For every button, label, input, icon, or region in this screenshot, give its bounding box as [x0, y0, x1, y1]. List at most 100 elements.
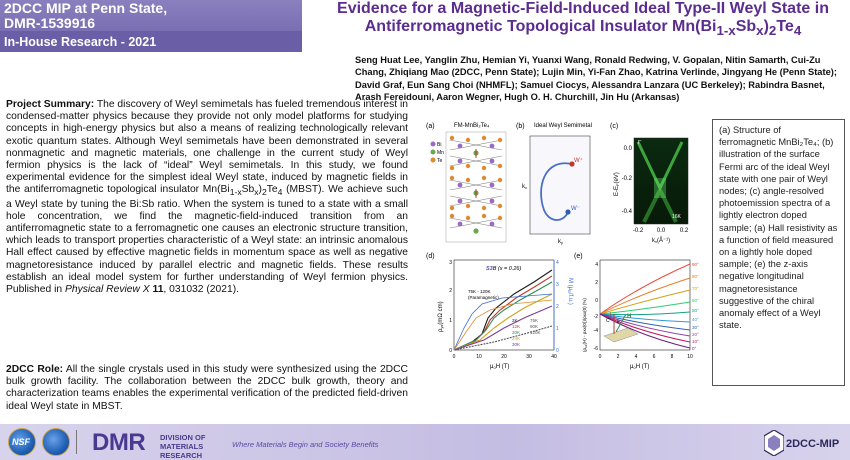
gamma-label: Γ̄	[638, 140, 642, 146]
svg-text:40: 40	[551, 354, 557, 360]
mip-logo-icon	[764, 430, 784, 456]
panel-e: (e) 90° 80° 70° 60° 50° 40° 30° 20° 10° …	[574, 253, 699, 370]
mip-label: 2DCC-MIP	[786, 438, 840, 450]
svg-text:4: 4	[635, 354, 638, 360]
author-list: Seng Huat Lee, Yanglin Zhu, Hemian Yi, Y…	[355, 55, 837, 103]
panel-d-axes	[453, 259, 555, 351]
paramagnetic-range: 75K - 120K	[468, 289, 491, 294]
arpes-y-tick: -0.2	[622, 176, 633, 182]
svg-text:120K: 120K	[530, 330, 541, 335]
panel-e-angle-labels: 90° 80° 70° 60° 50° 40° 30° 20° 10° 0°	[692, 262, 699, 351]
panel-c: (c) Γ̄ 16K 0.0 -0.2 -0.4 -0.2 0.0 0.2 kx…	[610, 123, 689, 244]
role-heading: 2DCC Role:	[6, 364, 64, 375]
svg-text:8: 8	[671, 354, 674, 360]
panel-d-y-left-label: ρyx(mΩ cm)	[438, 301, 444, 332]
footer-tagline: Where Materials Begin and Society Benefi…	[232, 440, 379, 449]
arpes-y-tick: 0.0	[624, 146, 633, 152]
arpes-x-label: kx(Å⁻¹)	[652, 237, 670, 244]
dmr-logo-text: DMR	[92, 429, 146, 456]
svg-text:10: 10	[687, 354, 693, 360]
svg-text:30K: 30K	[512, 342, 520, 347]
axis-c-label: C	[606, 318, 610, 324]
svg-text:1: 1	[556, 326, 559, 332]
svg-text:2K: 2K	[512, 318, 518, 323]
header-title-line2: DMR-1539916	[4, 15, 96, 31]
arpes-spectrum	[633, 137, 689, 225]
header-banner: 2DCC MIP at Penn State, DMR-1539916 In-H…	[0, 0, 302, 52]
fermi-arc	[540, 162, 573, 221]
weyl-node-minus	[565, 209, 571, 215]
arpes-y-tick: -0.4	[622, 209, 633, 215]
svg-text:50°: 50°	[692, 308, 699, 313]
panel-d: (d) S3B (x = 0.26) 75K - 120K (Paramagne…	[426, 253, 573, 370]
svg-text:2: 2	[617, 354, 620, 360]
project-summary: Project Summary: The discovery of Weyl s…	[6, 99, 409, 296]
svg-text:30°: 30°	[692, 325, 699, 330]
svg-text:3: 3	[449, 260, 452, 266]
paramagnetic-label: (Paramagnetic)	[468, 295, 499, 300]
svg-text:10°: 10°	[692, 339, 699, 344]
panel-a-title: FM-MnBi₂Te₄	[454, 123, 490, 129]
svg-text:70°: 70°	[692, 286, 699, 291]
svg-text:80°: 80°	[692, 274, 699, 279]
header-subtitle: In-House Research - 2021	[0, 31, 302, 52]
svg-text:4: 4	[595, 262, 598, 268]
panel-b: (b) Ideal Weyl Semimetal W⁺ W⁻ kx ky	[516, 123, 592, 245]
main-title: Evidence for a Magnetic-Field-Induced Id…	[318, 0, 848, 40]
svg-text:24K: 24K	[512, 336, 520, 341]
figure-panels: (a) FM-MnBi₂Te₄ Bi Mn Te	[426, 123, 699, 370]
header-title-line1: 2DCC MIP at Penn State,	[4, 0, 168, 16]
nsf-logo-secondary	[42, 428, 70, 456]
field-label: H	[627, 314, 631, 320]
role-statement: 2DCC Role: All the single crystals used …	[6, 364, 408, 412]
arpes-x-tick: 0.2	[680, 228, 689, 234]
panel-b-x-axis: ky	[558, 239, 563, 245]
weyl-node-plus	[569, 161, 575, 167]
node-minus-label: W⁻	[571, 206, 580, 212]
svg-text:-4: -4	[594, 328, 599, 334]
journal-name: Physical Review X	[64, 284, 150, 296]
nsf-logo: NSF	[8, 428, 36, 456]
svg-text:1: 1	[449, 318, 452, 324]
svg-text:20°: 20°	[692, 332, 699, 337]
header-title: 2DCC MIP at Penn State, DMR-1539916	[4, 1, 300, 31]
legend-mn-label: Mn	[437, 150, 444, 156]
panel-d-y-right-label: M (μB/f.u.)	[567, 278, 573, 305]
svg-text:90K: 90K	[530, 324, 538, 329]
panel-a: (a) FM-MnBi₂Te₄ Bi Mn Te	[426, 123, 507, 243]
svg-text:40°: 40°	[692, 317, 699, 322]
panel-d-label: (d)	[426, 253, 435, 260]
svg-text:10: 10	[476, 354, 482, 360]
svg-text:2: 2	[556, 304, 559, 310]
svg-text:60°: 60°	[692, 298, 699, 303]
legend-te-label: Te	[437, 158, 443, 164]
panel-e-axes	[599, 259, 691, 351]
svg-text:0: 0	[449, 348, 452, 354]
svg-text:0: 0	[595, 298, 598, 304]
svg-text:4: 4	[556, 260, 559, 266]
footer-banner: NSF DMR DIVISION OF MATERIALS RESEARCH W…	[0, 424, 850, 460]
crystal-structure	[445, 131, 507, 243]
node-plus-label: W⁺	[574, 157, 583, 164]
mr-geometry-inset: I C H θ	[603, 312, 639, 343]
svg-text:75K: 75K	[530, 318, 538, 323]
svg-text:12K: 12K	[512, 324, 520, 329]
svg-text:0: 0	[453, 354, 456, 360]
footer-divider	[76, 430, 77, 454]
panel-c-label: (c)	[610, 123, 618, 130]
svg-text:20: 20	[501, 354, 507, 360]
svg-text:-6: -6	[594, 346, 599, 352]
panel-e-x-label: μ0H (T)	[630, 364, 649, 370]
arpes-x-tick: -0.2	[633, 228, 644, 234]
svg-text:3: 3	[556, 282, 559, 288]
svg-text:-2: -2	[594, 314, 599, 320]
svg-text:6: 6	[653, 354, 656, 360]
dmr-subtitle: DIVISION OF MATERIALS RESEARCH	[160, 433, 206, 460]
panel-e-label: (e)	[574, 253, 583, 260]
svg-text:30: 30	[526, 354, 532, 360]
svg-text:90°: 90°	[692, 262, 699, 267]
legend-mn-dot	[430, 149, 436, 155]
legend-bi-label: Bi	[437, 142, 441, 148]
sample-label: S3B (x = 0.26)	[486, 266, 521, 272]
field-arrow	[615, 313, 627, 333]
